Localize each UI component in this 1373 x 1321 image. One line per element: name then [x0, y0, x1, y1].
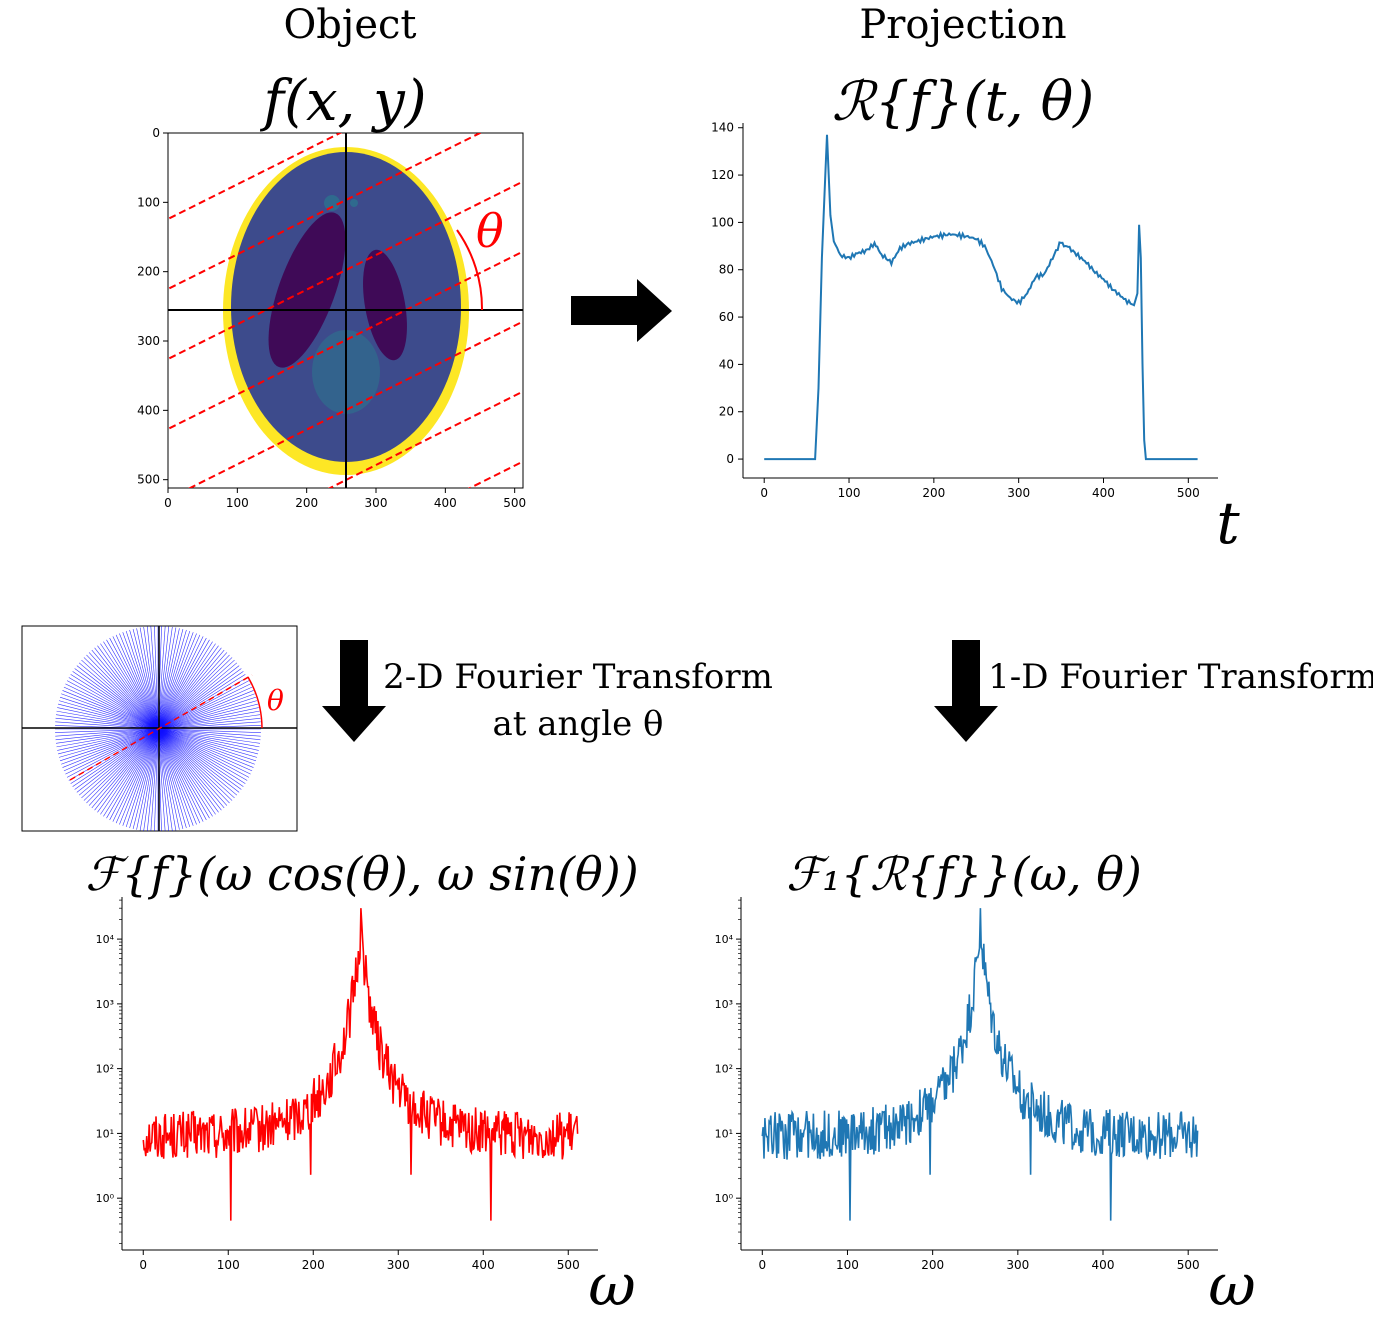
spectrum-x-tick-label: 0	[758, 1258, 766, 1272]
inset-theta-label: θ	[267, 684, 284, 717]
projection-chart: 0 100 200 300 400 500 0 20 40 60 80 100 120 140	[711, 121, 1218, 500]
projection-line	[764, 134, 1198, 461]
spectrum-y-tick-label: 10²	[715, 1063, 733, 1076]
image-ticks: 0 100 200 300 400 500 0 100 200 300 400 500	[137, 126, 526, 510]
image-x-tick-label: 200	[295, 496, 318, 510]
spectrum-y-tick-label: 10¹	[96, 1127, 114, 1140]
spectrum-x-tick-label: 500	[557, 1258, 580, 1272]
spectrum-x-tick-label: 200	[921, 1258, 944, 1272]
projection-x-tick-label: 500	[1177, 486, 1200, 500]
phantom-left-lobe	[268, 212, 346, 368]
fourier-1d-formula: ℱ₁{ℛ{f}}(ω, θ)	[786, 847, 1142, 901]
projection-ray	[168, 180, 523, 361]
projection-ray	[187, 320, 523, 488]
image-x-tick-label: 0	[164, 496, 172, 510]
spectrum-x-tick-label: 100	[836, 1258, 859, 1272]
image-x-tick-label: 400	[434, 496, 457, 510]
down-arrow-right-icon	[934, 640, 998, 742]
spectrum-line	[142, 908, 579, 1221]
fourier-2d-formula: ℱ{f}(ω cos(θ), ω sin(θ))	[85, 847, 638, 901]
projection-y-tick-label: 140	[711, 121, 734, 135]
projection-x-tick-label: 300	[1007, 486, 1030, 500]
object-title: Object	[284, 2, 417, 48]
object-formula: f(x, y)	[259, 69, 426, 134]
projection-ray	[467, 460, 523, 488]
fourier-2d-chart: 0 100 200 300 400 500 10⁰ 10¹ 10² 10³ 10⁴	[96, 897, 598, 1272]
image-x-tick-label: 300	[365, 496, 388, 510]
projection-y-tick-label: 40	[719, 357, 734, 371]
phantom-small-dot-2	[350, 199, 358, 207]
projection-y-tick-label: 60	[719, 310, 734, 324]
arrow-label-2d-line1: 2-D Fourier Transform	[383, 657, 773, 697]
spectrum-y-tick-label: 10³	[96, 998, 114, 1011]
spectrum-y-tick-label: 10⁴	[715, 933, 734, 946]
spectrum-x-tick-label: 200	[302, 1258, 325, 1272]
projection-ray	[168, 133, 343, 221]
projection-x-tick-label: 0	[760, 486, 768, 500]
spectrum-y-tick-label: 10³	[715, 998, 733, 1011]
down-arrow-left-icon	[322, 640, 386, 742]
spectrum-y-tick-label: 10⁴	[96, 933, 115, 946]
projection-ray	[327, 390, 523, 488]
inset-slice-line	[69, 674, 253, 781]
projection-y-tick-label: 120	[711, 168, 734, 182]
arrow-label-2d-line2: at angle θ	[493, 704, 664, 744]
spectrum-y-tick-label: 10¹	[715, 1127, 733, 1140]
projection-x-symbol: t	[1216, 489, 1240, 557]
spectrum-x-tick-label: 500	[1177, 1258, 1200, 1272]
image-x-tick-label: 100	[226, 496, 249, 510]
fourier-1d-chart: 0 100 200 300 400 500 10⁰ 10¹ 10² 10³ 10⁴	[715, 897, 1218, 1272]
projection-y-tick-label: 80	[719, 263, 734, 277]
projection-ray	[168, 133, 483, 291]
projection-x-tick-label: 100	[838, 486, 861, 500]
right-arrow-icon	[571, 279, 672, 342]
spectrum-x-tick-label: 300	[387, 1258, 410, 1272]
image-y-tick-label: 500	[137, 473, 160, 487]
inset-theta-arc	[247, 676, 263, 729]
fourier-slice-inset: θ	[21, 625, 298, 832]
spectrum-x-tick-label: 400	[1092, 1258, 1115, 1272]
image-y-tick-label: 0	[152, 126, 160, 140]
fourier-2d-x-symbol: ω	[588, 1251, 635, 1319]
image-x-tick-label: 500	[503, 496, 526, 510]
projection-rays	[168, 133, 523, 488]
projection-title: Projection	[859, 2, 1066, 48]
spectrum-x-tick-label: 0	[139, 1258, 147, 1272]
spectrum-x-tick-label: 100	[217, 1258, 240, 1272]
projection-formula: ℛ{f}(t, θ)	[832, 70, 1094, 133]
projection-y-tick-label: 0	[726, 452, 734, 466]
spectrum-y-tick-label: 10⁰	[96, 1192, 115, 1205]
spectrum-line	[761, 908, 1199, 1221]
phantom-small-dot-1	[324, 195, 340, 211]
fourier-1d-x-symbol: ω	[1208, 1251, 1255, 1319]
projection-x-tick-label: 200	[922, 486, 945, 500]
arrow-label-1d: 1-D Fourier Transform	[988, 657, 1373, 697]
spectrum-y-tick-label: 10⁰	[715, 1192, 734, 1205]
image-y-tick-label: 100	[137, 195, 160, 209]
phantom-right-lobe	[363, 249, 407, 361]
projection-x-tick-label: 400	[1092, 486, 1115, 500]
projection-ray	[168, 250, 523, 431]
image-y-tick-label: 200	[137, 265, 160, 279]
theta-label: θ	[476, 204, 504, 258]
phantom-image: θ 0 100 200 300 400 500 0 100 200 300 400 500	[137, 126, 526, 510]
image-y-tick-label: 400	[137, 403, 160, 417]
spectrum-y-tick-label: 10²	[96, 1063, 114, 1076]
projection-y-tick-label: 20	[719, 405, 734, 419]
spectrum-x-tick-label: 300	[1006, 1258, 1029, 1272]
theta-arc	[456, 229, 484, 311]
image-y-tick-label: 300	[137, 334, 160, 348]
spectrum-x-tick-label: 400	[472, 1258, 495, 1272]
projection-y-tick-label: 100	[711, 215, 734, 229]
